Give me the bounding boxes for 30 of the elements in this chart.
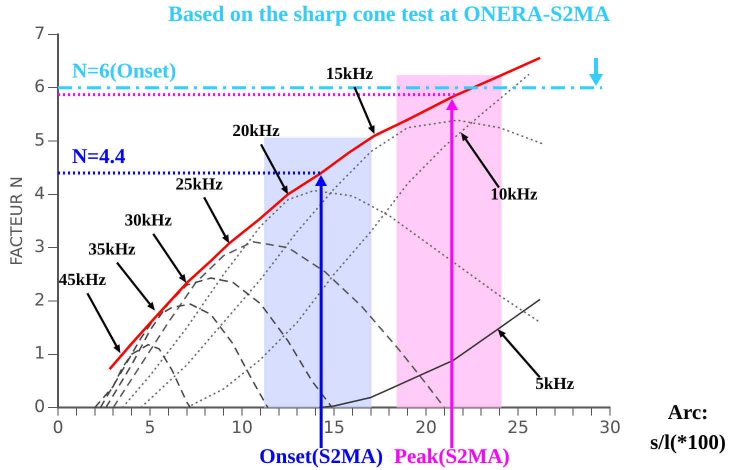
x-tick-label: 25 bbox=[507, 418, 529, 438]
y-tick-label: 5 bbox=[34, 130, 46, 150]
annotation: 20kHz bbox=[232, 121, 280, 140]
annotation: 25kHz bbox=[176, 174, 224, 194]
x-tick-label: 10 bbox=[231, 418, 253, 438]
x-tick-label: 5 bbox=[144, 418, 156, 438]
annotation: 5kHz bbox=[535, 374, 575, 394]
y-tick-label: 0 bbox=[34, 397, 46, 418]
x-tick-label: 30 bbox=[599, 418, 621, 438]
annotation: 45kHz bbox=[58, 270, 106, 290]
y-tick-label: 3 bbox=[34, 237, 46, 258]
y-tick-label: 4 bbox=[34, 184, 46, 204]
annotation: 30kHz bbox=[124, 210, 172, 230]
annotation: 15kHz bbox=[326, 64, 374, 83]
y-axis-title: FACTEUR N bbox=[6, 176, 26, 266]
annotation: 10kHz bbox=[490, 184, 538, 204]
y-tick-label: 7 bbox=[34, 24, 46, 44]
ref-line-label: Onset(S2MA) bbox=[259, 444, 383, 468]
ref-line-label: Peak(S2MA) bbox=[394, 444, 510, 468]
y-tick-label: 1 bbox=[34, 344, 46, 364]
x-axis-title: Arc: s/l(*100) bbox=[650, 400, 726, 454]
annotation: 35kHz bbox=[88, 239, 136, 258]
x-tick-label: 20 bbox=[415, 418, 437, 438]
x-tick-label: 15 bbox=[323, 418, 345, 438]
chart-title: Based on the sharp cone test at ONERA-S2MA bbox=[168, 0, 610, 26]
y-tick-label: 2 bbox=[34, 290, 46, 310]
y-tick-label: 6 bbox=[34, 77, 46, 98]
ref-line-label: N=4.4 bbox=[72, 144, 126, 168]
x-tick-label: 0 bbox=[52, 418, 64, 438]
ref-line-label: N=6(Onset) bbox=[72, 58, 176, 83]
